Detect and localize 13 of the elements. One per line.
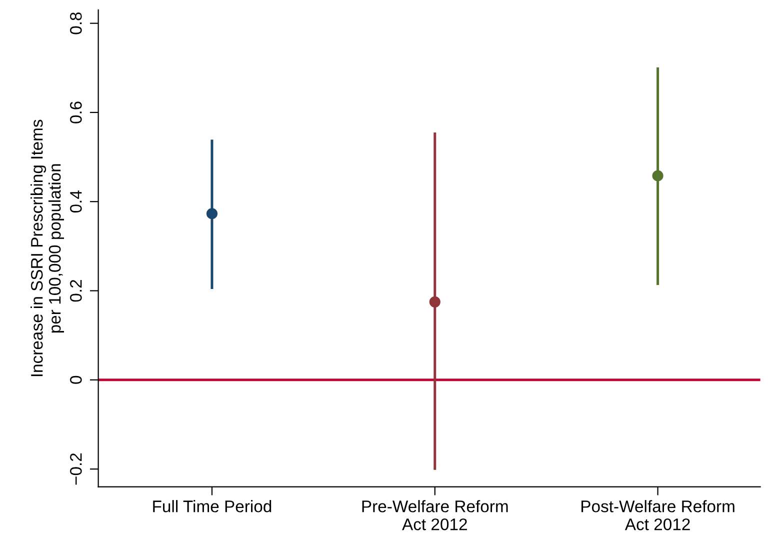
x-tick-label: Pre-Welfare Reform Act 2012 (362, 500, 508, 530)
point (429, 296, 440, 308)
point (206, 208, 218, 220)
y-tick-label: 0.8 (70, 12, 82, 34)
x-tick-label: Post-Welfare Reform Act 2012 (582, 500, 734, 530)
x-tick-label: Full Time Period (153, 500, 272, 512)
y-tick-label: 0 (70, 376, 82, 384)
y-tick-label: 0.4 (70, 190, 82, 213)
point (652, 170, 664, 182)
y-tick-label: 0.6 (70, 102, 82, 124)
y-axis-title: Increase in SSRI Prescribing Items per 100,000 population (30, 120, 64, 376)
y-tick-label: 0.2 (70, 280, 82, 302)
y-tick-label: −0.2 (70, 453, 82, 485)
